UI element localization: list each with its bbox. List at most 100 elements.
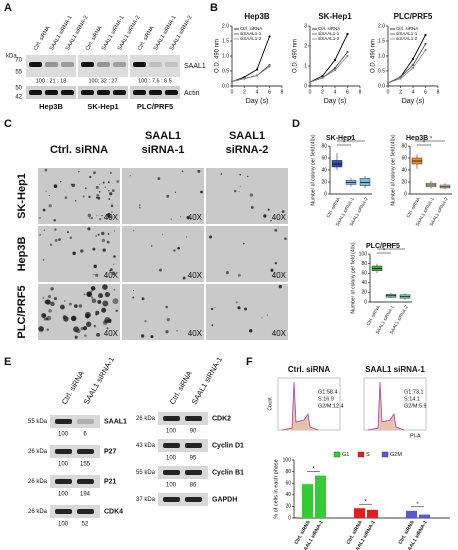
colony	[92, 247, 96, 251]
marker-label: 26 kDa	[136, 416, 156, 422]
colony	[108, 189, 110, 192]
colony	[87, 213, 92, 218]
blot-band	[55, 449, 72, 454]
colony	[53, 296, 58, 301]
colony	[93, 171, 96, 175]
magnification-label: 40X	[272, 213, 287, 222]
colony	[48, 194, 50, 196]
flow-histogram	[281, 381, 319, 431]
y-tick-label: 40	[321, 167, 327, 173]
y-tick-label: 3	[304, 23, 307, 29]
colony	[88, 195, 91, 199]
x-tick-label: 0	[231, 89, 234, 95]
blot-band	[163, 416, 180, 421]
colony-image	[122, 284, 204, 340]
x-tick-label: 4	[334, 89, 337, 95]
colony	[95, 310, 100, 315]
line-series	[387, 43, 426, 84]
colony	[281, 210, 285, 214]
colony	[225, 271, 229, 275]
colony	[174, 191, 177, 193]
x-tick-label: 8	[437, 89, 440, 95]
point	[346, 50, 349, 54]
colony	[46, 315, 52, 321]
blot-band	[163, 443, 180, 448]
y-tick-label: 0	[364, 299, 367, 305]
blot-band	[97, 62, 110, 67]
line-series	[387, 49, 426, 84]
x-tick-label: Ctrl. siRNA	[405, 197, 420, 219]
colony	[97, 196, 101, 200]
colony	[141, 297, 145, 301]
colony	[101, 214, 103, 217]
legend-swatch	[381, 451, 389, 458]
colony	[78, 304, 83, 308]
colony	[113, 263, 115, 266]
y-tick-label: 2.0	[222, 23, 229, 29]
colony	[144, 320, 147, 323]
x-tick-label: 4	[256, 89, 259, 95]
colony	[266, 314, 268, 316]
legend-label: siSAAL1-2	[396, 36, 418, 41]
colony	[64, 196, 68, 199]
blot-band	[81, 62, 94, 67]
colony	[182, 276, 186, 280]
protein-label: P27	[104, 448, 117, 455]
colony	[45, 190, 47, 192]
colony	[90, 290, 93, 293]
sig-mark: *	[423, 141, 426, 147]
legend-label: siSAAL1-1	[318, 31, 340, 36]
axis-label: Day (s)	[402, 98, 425, 105]
colony	[104, 291, 111, 298]
colony	[107, 213, 111, 217]
line-series	[231, 66, 270, 82]
magnification-label: 40X	[272, 271, 287, 280]
row-heading: Hep3B	[16, 237, 28, 272]
colony	[68, 302, 72, 306]
x-tick-label: 8	[359, 89, 362, 95]
colony	[250, 206, 254, 209]
line-series	[387, 34, 426, 84]
axis-label: O.D. 490 nm	[371, 39, 377, 73]
panel-label: F	[246, 356, 253, 368]
colony	[238, 191, 240, 193]
blot-band	[163, 470, 180, 475]
flow-stat: S:14.1	[404, 396, 420, 402]
magnification-label: 40X	[188, 271, 203, 280]
colony	[48, 204, 52, 208]
y-tick-label: 60	[361, 271, 367, 277]
flow-title: SAAL1 siRNA-1	[365, 365, 425, 374]
sig-mark: *	[383, 249, 386, 255]
y-tick-label: 80	[361, 261, 367, 267]
y-tick-label: 60	[285, 481, 291, 487]
colony-image	[206, 226, 288, 282]
colony	[246, 175, 249, 178]
magnification-label: 40X	[104, 213, 119, 222]
magnification-label: 40X	[104, 271, 119, 280]
blot	[50, 475, 100, 488]
axis-label: Count	[267, 397, 273, 411]
blot-band	[185, 443, 202, 448]
colony	[43, 317, 47, 321]
colony	[115, 309, 118, 312]
colony	[140, 334, 145, 338]
y-tick-label: 20	[321, 179, 327, 185]
flow-title: Ctrl. siRNA	[288, 365, 330, 374]
marker-label: 43 kDa	[136, 443, 156, 449]
ratio-label: 100 : 7.6 : 6.5	[138, 78, 172, 84]
column-heading: siRNA-1	[142, 144, 185, 156]
legend-swatch	[333, 451, 341, 458]
colony	[197, 169, 201, 173]
blot-band	[185, 416, 202, 421]
marker-label: 26 kDa	[28, 509, 48, 515]
colony	[102, 181, 105, 184]
ratio-label: 100	[58, 492, 69, 498]
blot	[130, 55, 180, 77]
colony	[98, 293, 104, 299]
sig-mark: *	[430, 137, 433, 143]
ratio-label: 6	[83, 432, 87, 438]
point	[321, 74, 324, 78]
colony	[47, 294, 52, 299]
axis-label: O.D. 490 nm	[293, 39, 299, 73]
blot-band	[163, 497, 180, 502]
